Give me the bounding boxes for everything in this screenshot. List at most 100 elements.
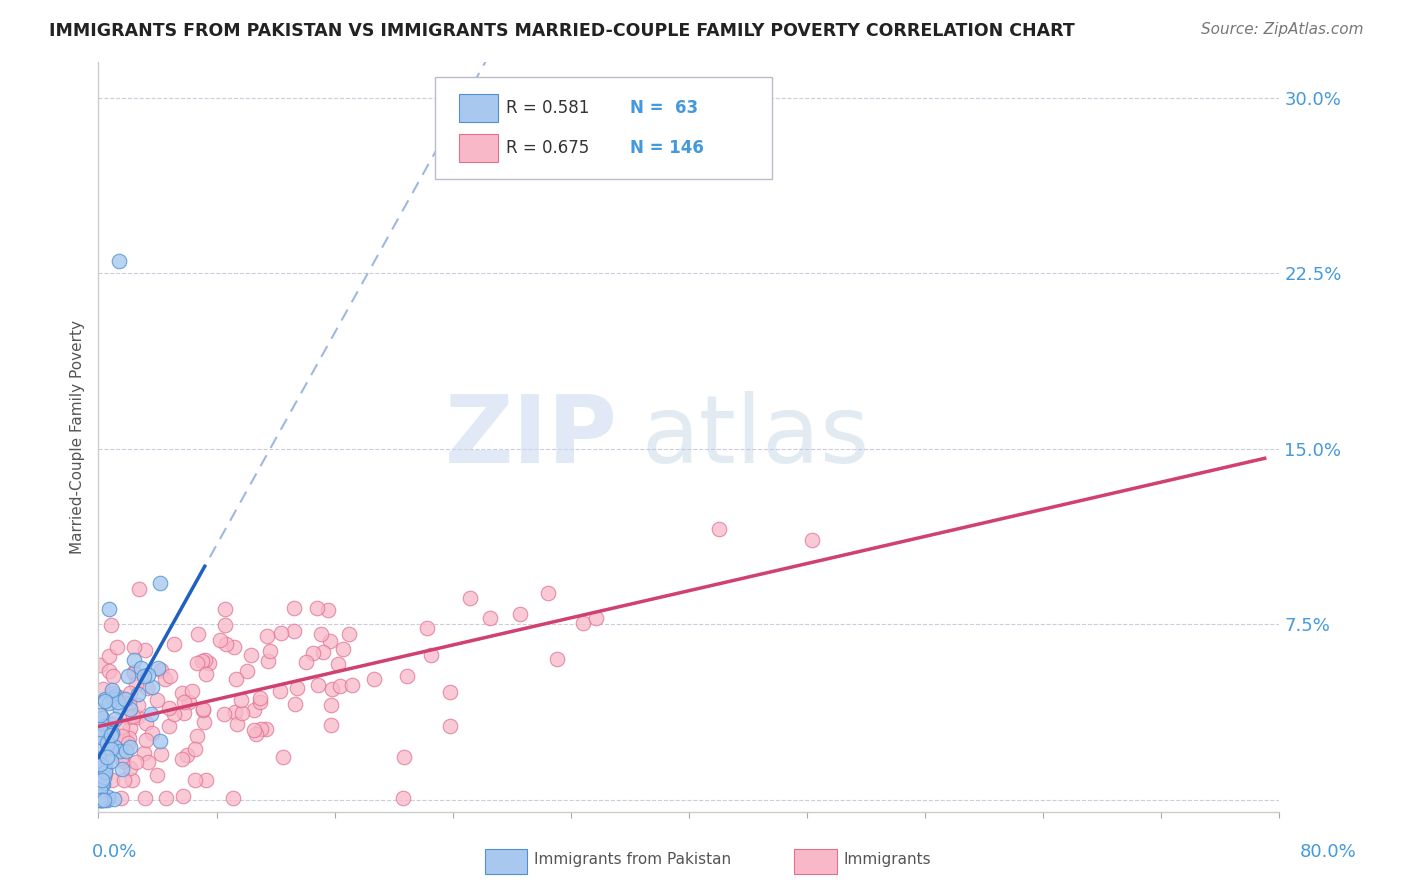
Point [312,645,335,659]
Point [135,715,157,730]
Point [284,697,307,711]
Point [172,789,194,804]
Point [104,739,127,754]
Point [259,644,281,658]
Point [90,730,112,744]
Point [184,772,207,787]
Point [89,728,111,742]
Point [396,669,419,683]
Point [283,601,305,615]
Point [94,762,117,776]
Point [340,678,363,692]
Point [273,750,295,764]
Point [460,591,482,605]
Point [157,719,180,733]
Point [90,761,112,775]
Point [249,695,271,709]
Point [122,640,145,655]
Point [305,601,328,615]
Point [222,790,245,805]
Point [307,678,329,692]
Text: atlas: atlas [641,391,870,483]
Point [127,687,149,701]
Point [415,622,437,636]
Point [100,741,122,756]
Point [120,760,142,774]
Point [107,695,129,709]
Point [91,681,114,696]
Text: Immigrants: Immigrants [844,853,931,867]
Point [90,738,112,752]
Point [256,653,278,667]
Text: Source: ZipAtlas.com: Source: ZipAtlas.com [1201,22,1364,37]
Point [321,681,343,696]
Point [98,725,121,739]
Point [94,764,117,779]
Point [181,683,204,698]
Point [111,729,134,743]
Point [104,692,127,706]
Point [108,699,131,714]
Point [93,758,115,772]
Text: 80.0%: 80.0% [1301,843,1357,861]
Point [89,783,111,797]
Point [107,640,129,654]
Point [129,661,152,675]
Point [194,666,217,681]
Point [145,693,167,707]
Point [101,682,124,697]
Point [186,729,208,743]
Point [101,728,124,742]
Point [194,653,217,667]
Point [100,754,122,768]
Text: ZIP: ZIP [446,391,619,483]
Point [177,694,200,708]
Point [214,601,236,615]
Point [94,766,117,780]
Point [134,642,156,657]
Point [114,743,136,757]
FancyBboxPatch shape [458,134,498,162]
Point [146,661,169,675]
Point [108,690,131,704]
Point [243,723,266,738]
Point [173,695,195,709]
Point [103,686,125,700]
Point [194,772,217,787]
Point [91,777,114,791]
Point [439,685,461,699]
Text: Immigrants from Pakistan: Immigrants from Pakistan [534,853,731,867]
Point [509,607,531,621]
Point [96,736,118,750]
Point [103,712,125,726]
Point [127,698,149,713]
Point [90,753,112,767]
Point [295,655,318,669]
Point [149,734,172,748]
Point [97,696,120,710]
Point [479,610,502,624]
Point [287,681,309,695]
Point [191,654,214,668]
Point [122,666,145,681]
Point [89,793,111,807]
Point [134,790,156,805]
Point [127,710,149,724]
Point [98,665,121,679]
Point [118,710,141,724]
Point [118,686,141,700]
Text: R = 0.675: R = 0.675 [506,139,589,157]
Point [391,790,413,805]
Point [89,658,111,673]
Point [98,602,121,616]
Point [136,668,159,682]
Point [193,714,215,729]
Point [101,772,124,787]
Point [235,664,257,678]
Point [319,633,342,648]
Text: 0.0%: 0.0% [91,843,136,861]
Point [122,653,145,667]
Point [585,611,607,625]
Point [141,680,163,694]
Point [163,707,186,722]
